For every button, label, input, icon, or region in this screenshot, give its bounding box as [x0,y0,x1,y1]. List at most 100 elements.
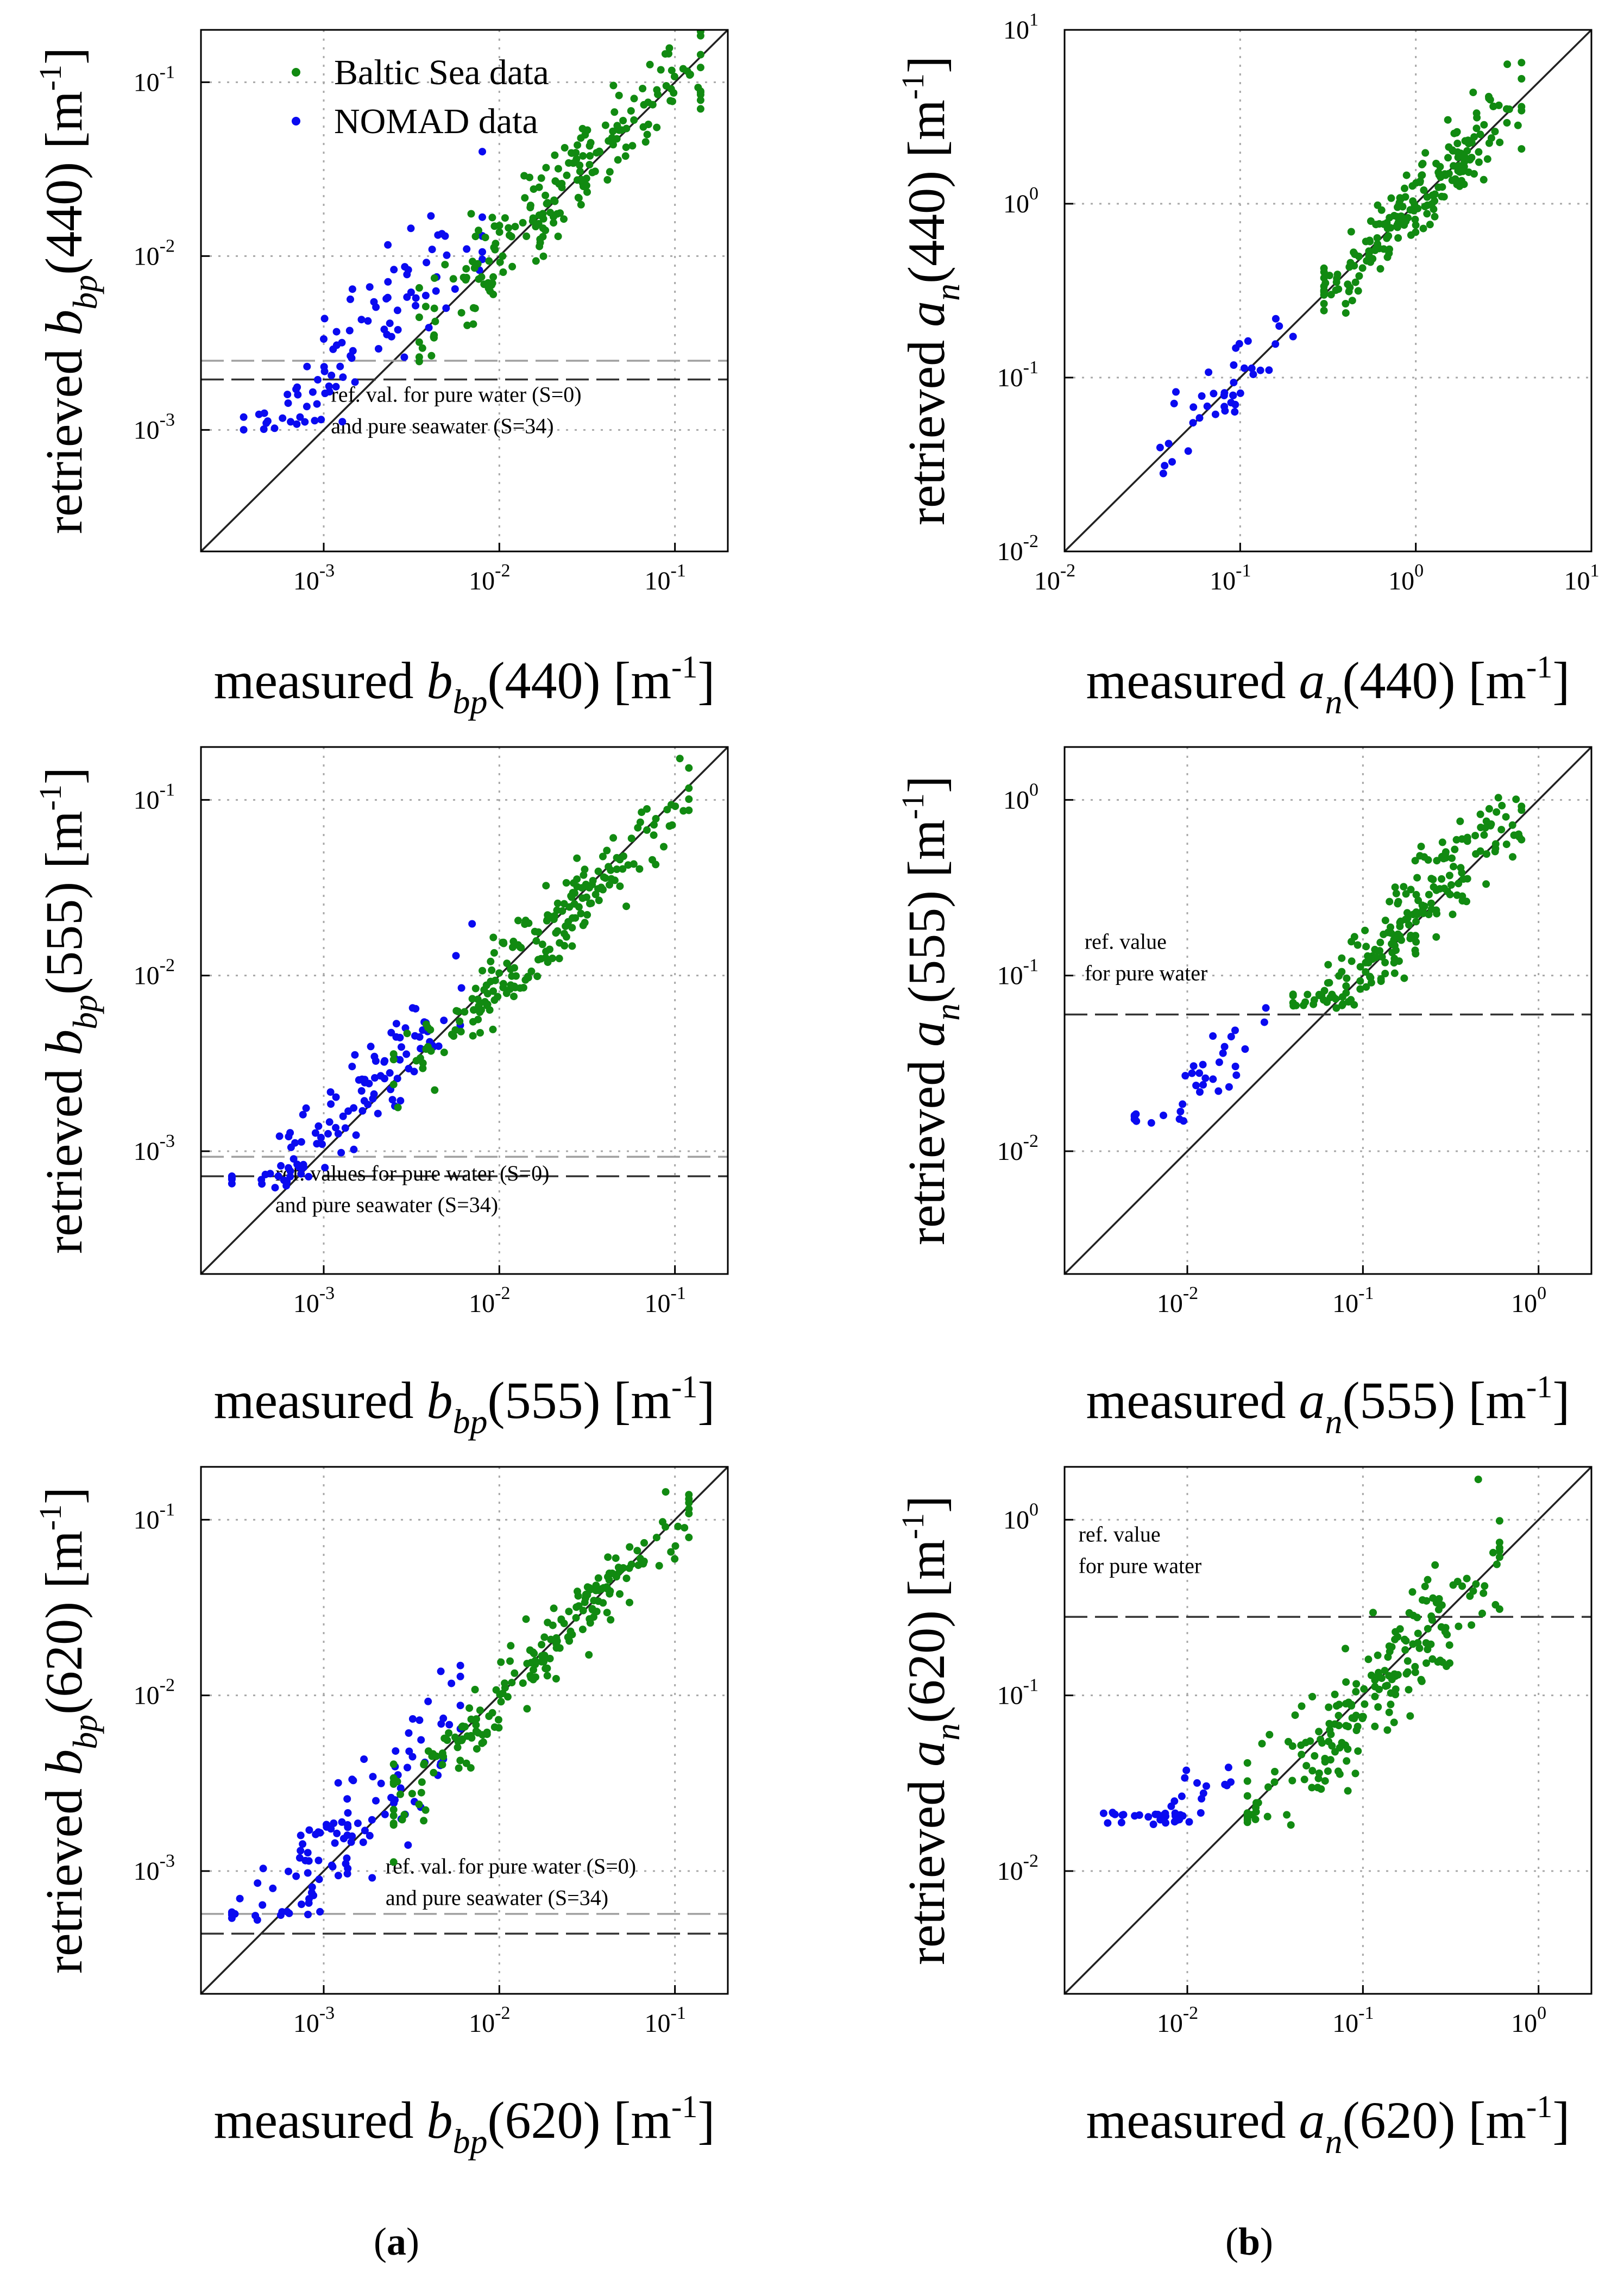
data-point [284,391,292,399]
data-point [601,874,609,882]
data-point [1428,1655,1437,1663]
data-point [1463,897,1470,906]
data-point [1481,1582,1489,1590]
data-point [389,1081,398,1089]
data-point [1374,1703,1382,1711]
data-point [565,1608,573,1616]
data-point [1418,1677,1426,1685]
data-point [635,865,644,873]
legend: Baltic Sea data NOMAD data [292,53,549,141]
panel-bbp555: ref. values for pure water (S=0) and pure… [33,746,729,1441]
data-point [1225,1083,1233,1091]
data-point [1411,857,1419,865]
data-point [1104,1819,1112,1827]
data-point [1205,368,1213,376]
data-point [532,937,540,945]
data-point [578,124,587,133]
data-point [619,865,627,873]
data-point [1192,1082,1200,1089]
x-axis-title: measured an(555) [m-1] [1086,1369,1570,1441]
data-point [1465,168,1472,176]
panel-an555: ref. value for pure water 10-2 10-1 100 10-2 1… [895,746,1592,1441]
data-point [489,273,498,281]
data-point [384,241,392,249]
data-point [572,1603,581,1611]
data-point [1265,366,1273,374]
data-point [321,390,329,397]
data-point [1355,272,1363,280]
data-point [1356,963,1364,971]
data-point [1220,389,1229,397]
data-point [1348,1714,1356,1722]
data-point [594,867,602,875]
data-point [630,95,638,103]
data-point [1372,953,1380,962]
data-point [696,64,704,72]
data-point [441,261,449,269]
data-point [644,121,652,128]
data-point [1381,1667,1389,1675]
data-point [259,1901,267,1909]
data-point [1330,993,1338,1001]
legend-marker-baltic [292,68,300,77]
data-point [1320,300,1328,307]
data-point [388,1096,396,1104]
data-point [462,265,470,273]
data-point [404,1841,412,1849]
data-point [1434,1605,1443,1614]
data-point [348,1063,356,1071]
data-point [1335,1722,1343,1730]
data-point [1431,212,1439,221]
data-point [1161,462,1169,470]
legend-marker-nomad [292,117,300,125]
data-point [348,354,356,362]
data-point [1396,194,1404,202]
data-point [1493,1560,1501,1568]
data-point [1159,469,1167,478]
data-point [260,425,268,433]
data-point [427,352,436,360]
data-point [1320,264,1328,272]
data-point [1351,1769,1359,1778]
data-point [1318,1739,1326,1747]
data-point [394,326,402,334]
data-point [467,1732,475,1740]
data-point [426,1026,435,1034]
data-point [431,1086,439,1094]
data-point [507,233,515,241]
x-tick-label: 10-1 [645,1283,686,1318]
data-point [681,1524,689,1532]
data-point [432,1752,440,1760]
data-point [304,1869,312,1877]
data-point [351,1051,359,1059]
data-point [1345,1698,1352,1706]
data-point [1444,888,1451,895]
data-point [1455,880,1463,888]
data-point [654,90,662,98]
data-point [320,315,329,323]
data-point [660,843,668,851]
x-tick-label: 10-2 [1157,1283,1198,1318]
data-point [1306,1737,1314,1745]
data-point [1405,1686,1413,1694]
data-point [1393,221,1401,229]
data-point [402,1050,411,1058]
data-point [1300,1775,1308,1784]
data-point [544,199,552,207]
data-point [415,313,423,321]
data-point [1366,972,1374,981]
data-point [523,1705,531,1713]
data-point [507,965,515,973]
x-tick-label: 10-1 [1332,1283,1374,1318]
data-point [490,949,498,957]
data-point [339,1112,347,1120]
data-point [531,1656,539,1665]
data-point [586,900,594,908]
data-point [368,1874,376,1882]
data-point [1283,1811,1291,1819]
data-point [456,1672,464,1680]
data-point [1342,1722,1350,1730]
data-point [254,1879,262,1887]
ref-label-line: for pure water [1085,961,1208,985]
data-point [317,1133,325,1141]
